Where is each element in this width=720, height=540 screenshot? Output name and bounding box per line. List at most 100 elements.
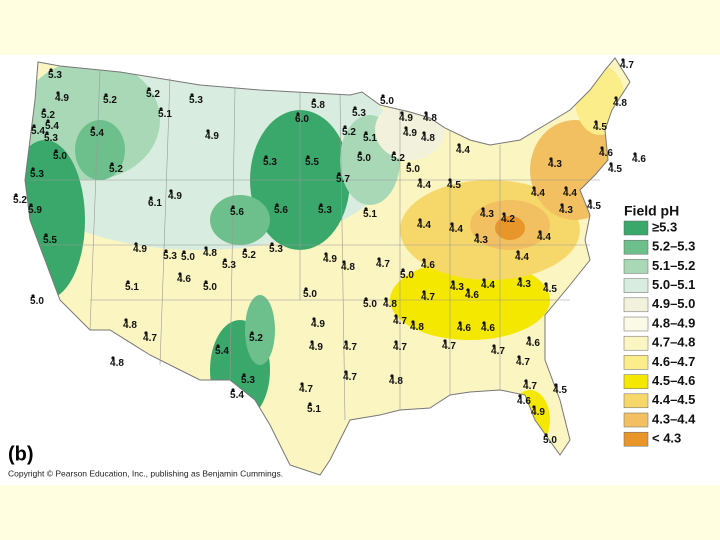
station-dot	[91, 126, 95, 130]
station-dot	[264, 155, 268, 159]
station-label: 4.9	[205, 131, 219, 142]
legend-label: < 4.3	[652, 431, 681, 446]
station-dot	[600, 146, 604, 150]
station-dot	[149, 196, 153, 200]
station-dot	[422, 258, 426, 262]
station-label: 4.6	[421, 260, 435, 271]
station-dot	[182, 250, 186, 254]
station-dot	[621, 58, 625, 62]
station-label: 5.3	[189, 95, 203, 106]
station-label: 4.7	[516, 357, 530, 368]
station-label: 5.5	[305, 157, 319, 168]
station-label: 4.7	[343, 372, 357, 383]
station-label: 4.4	[417, 180, 431, 191]
station-dot	[451, 280, 455, 284]
station-label: 4.8	[423, 113, 437, 124]
station-label: 4.3	[480, 209, 494, 220]
station-label: 4.6	[481, 323, 495, 334]
legend-label: 5.2–5.3	[652, 239, 695, 254]
station-dot	[532, 405, 536, 409]
legend-label: 4.8–4.9	[652, 315, 695, 330]
station-label: 4.8	[203, 248, 217, 259]
station-dot	[527, 336, 531, 340]
station-label: 4.8	[383, 299, 397, 310]
station-label: 4.9	[323, 254, 337, 265]
station-label: 5.3	[222, 260, 236, 271]
station-label: 4.5	[593, 122, 607, 133]
station-label: 4.6	[517, 396, 531, 407]
station-dot	[502, 212, 506, 216]
station-label: 4.7	[299, 384, 313, 395]
station-dot	[32, 124, 36, 128]
station-dot	[190, 93, 194, 97]
station-dot	[56, 91, 60, 95]
station-dot	[544, 282, 548, 286]
legend-swatch	[623, 316, 649, 332]
legend-swatch	[623, 259, 649, 274]
station-label: 5.3	[48, 70, 62, 81]
station-label: 4.5	[553, 385, 567, 396]
station-dot	[466, 288, 470, 292]
station-label: 4.5	[543, 284, 557, 295]
station-dot	[29, 203, 33, 207]
station-label: 4.8	[421, 133, 435, 144]
station-label: 5.3	[318, 205, 332, 216]
station-dot	[588, 199, 592, 203]
legend-label: 4.3–4.4	[652, 411, 696, 426]
station-label: 4.9	[311, 319, 325, 330]
station-label: 5.1	[363, 209, 377, 220]
station-dot	[481, 207, 485, 211]
station-dot	[482, 278, 486, 282]
legend-label: 5.0–5.1	[652, 277, 695, 292]
station-dot	[231, 205, 235, 209]
station-label: 5.4	[31, 126, 45, 137]
station-dot	[231, 388, 235, 392]
legend-label: 4.9–5.0	[652, 296, 695, 311]
station-label: 4.9	[133, 244, 147, 255]
station-label: 5.4	[45, 121, 59, 132]
station-label: 4.3	[474, 235, 488, 246]
station-dot	[178, 272, 182, 276]
station-dot	[124, 318, 128, 322]
station-label: 4.5	[608, 164, 622, 175]
station-label: 5.0	[380, 96, 394, 107]
station-dot	[560, 203, 564, 207]
station-dot	[401, 268, 405, 272]
station-dot	[564, 186, 568, 190]
station-dot	[594, 120, 598, 124]
station-label: 4.8	[613, 98, 627, 109]
station-label: 5.3	[241, 375, 255, 386]
station-dot	[532, 186, 536, 190]
station-label: 4.3	[548, 159, 562, 170]
station-label: 5.0	[53, 151, 67, 162]
station-dot	[377, 257, 381, 261]
panel-label: (b)	[8, 443, 34, 465]
station-label: 5.3	[163, 251, 177, 262]
station-label: 4.8	[410, 322, 424, 333]
station-label: 5.3	[44, 133, 58, 144]
station-label: 5.0	[363, 299, 377, 310]
station-label: 4.5	[447, 180, 461, 191]
station-dot	[614, 96, 618, 100]
station-dot	[300, 382, 304, 386]
station-dot	[516, 250, 520, 254]
station-label: 4.9	[531, 407, 545, 418]
station-dot	[394, 314, 398, 318]
station-dot	[270, 242, 274, 246]
station-label: 5.2	[242, 250, 256, 261]
station-dot	[337, 172, 341, 176]
station-dot	[250, 331, 254, 335]
station-label: 5.2	[342, 127, 356, 138]
station-dot	[104, 93, 108, 97]
station-dot	[275, 203, 279, 207]
station-label: 4.4	[449, 224, 463, 235]
station-dot	[204, 246, 208, 250]
station-label: 5.1	[363, 133, 377, 144]
station-label: 4.4	[456, 145, 470, 156]
station-dot	[206, 129, 210, 133]
station-dot	[411, 320, 415, 324]
station-label: 5.2	[109, 164, 123, 175]
station-dot	[450, 222, 454, 226]
station-dot	[390, 374, 394, 378]
